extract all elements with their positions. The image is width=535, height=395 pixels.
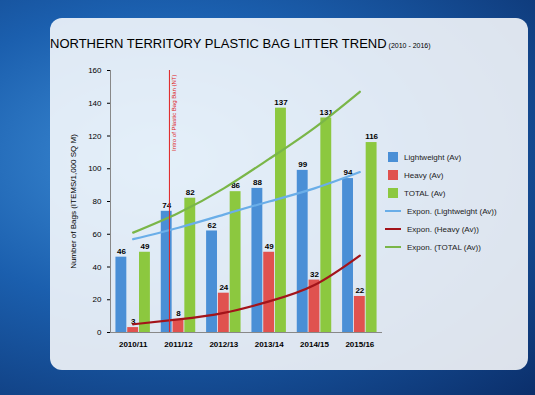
html-text:Expon. (Lightweight (Av)): Expon. (Lightweight (Av)) xyxy=(407,206,497,216)
svg-text:86: 86 xyxy=(231,181,241,191)
svg-text:49: 49 xyxy=(265,242,274,251)
html-text:Lightweight (Av): Lightweight (Av) xyxy=(404,152,462,162)
svg-text:2013/14: 2013/14 xyxy=(255,340,284,349)
svg-text:120: 120 xyxy=(88,132,102,141)
svg-text:62: 62 xyxy=(208,221,217,230)
svg-text:137: 137 xyxy=(274,98,288,107)
svg-text:2011/12: 2011/12 xyxy=(164,340,193,349)
html-text:(2010 - 2016): (2010 - 2016) xyxy=(386,42,431,49)
svg-text:131: 131 xyxy=(319,107,333,117)
svg-text:2014/15: 2014/15 xyxy=(300,340,329,349)
svg-text:40: 40 xyxy=(93,263,102,272)
svg-text:100: 100 xyxy=(88,164,102,173)
html-text:Expon. (TOTAL (Av)): Expon. (TOTAL (Av)) xyxy=(407,242,481,252)
svg-text:99: 99 xyxy=(298,160,307,169)
svg-text:20: 20 xyxy=(93,295,102,304)
svg-text:88: 88 xyxy=(253,178,262,187)
svg-text:60: 60 xyxy=(93,230,102,239)
svg-text:0: 0 xyxy=(97,328,102,337)
svg-text:Number of Bags (ITEMS/1,000 SQ: Number of Bags (ITEMS/1,000 SQ M) xyxy=(69,134,78,269)
svg-text:140: 140 xyxy=(88,99,102,108)
svg-text:46: 46 xyxy=(117,247,126,256)
svg-text:2010/11: 2010/11 xyxy=(119,340,148,349)
html-text:Heavy (Av): Heavy (Av) xyxy=(404,170,444,180)
svg-text:32: 32 xyxy=(310,270,319,279)
svg-text:82: 82 xyxy=(186,188,195,197)
svg-text:116: 116 xyxy=(365,132,378,141)
html-text:TOTAL (Av): TOTAL (Av) xyxy=(404,188,446,198)
svg-text:74: 74 xyxy=(162,201,171,210)
svg-text:22: 22 xyxy=(355,286,364,295)
svg-text:49: 49 xyxy=(141,242,150,251)
svg-text:8: 8 xyxy=(176,309,181,318)
html-text:Expon. (Heavy (Av)): Expon. (Heavy (Av)) xyxy=(407,224,479,234)
svg-text:94: 94 xyxy=(343,168,353,178)
svg-text:80: 80 xyxy=(93,197,102,206)
svg-text:3: 3 xyxy=(130,317,136,327)
html-text:NORTHERN TERRITORY PLASTIC BAG: NORTHERN TERRITORY PLASTIC BAG LITTER TR… xyxy=(50,36,387,51)
svg-text:2015/16: 2015/16 xyxy=(345,340,374,349)
svg-text:2012/13: 2012/13 xyxy=(209,340,238,349)
svg-text:160: 160 xyxy=(88,66,102,75)
svg-text:24: 24 xyxy=(219,283,228,292)
svg-text:Intro of Plastic Bag Ban (NT): Intro of Plastic Bag Ban (NT) xyxy=(171,75,177,151)
